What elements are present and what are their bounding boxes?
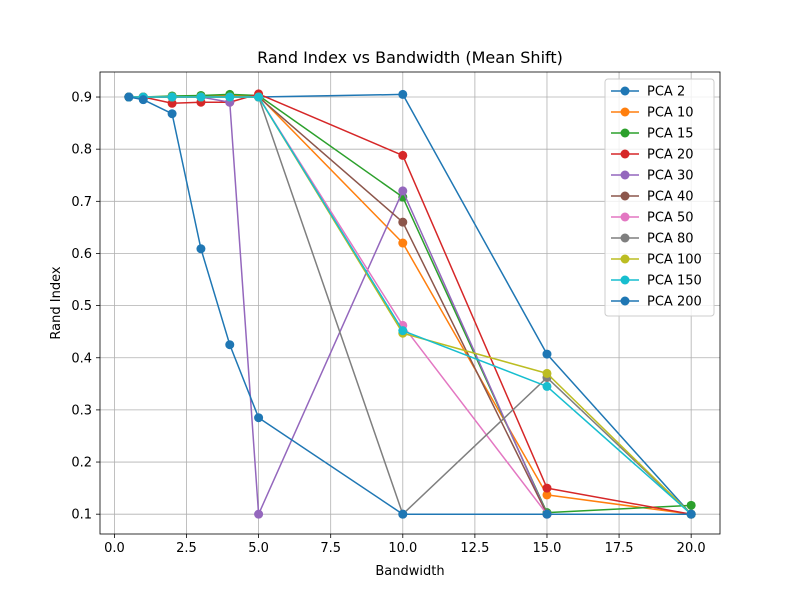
data-point (196, 92, 206, 102)
y-tick-label: 0.5 (71, 299, 92, 314)
y-tick-label: 0.6 (71, 247, 92, 262)
legend-label: PCA 50 (647, 211, 693, 226)
legend-item: PCA 100 (611, 253, 702, 268)
y-axis: 0.1 0.2 0.3 0.4 0.5 0.6 0.7 0.8 0.9 (71, 91, 100, 523)
x-axis: 0.0 2.5 5.0 7.5 10.0 12.5 15.0 17.5 20.0 (104, 534, 706, 556)
data-point (225, 340, 235, 350)
x-tick-label: 5.0 (248, 541, 269, 556)
x-tick-label: 10.0 (388, 541, 417, 556)
data-point (124, 92, 134, 102)
data-point (398, 238, 408, 248)
y-tick-label: 0.8 (71, 143, 92, 158)
y-tick-label: 0.7 (71, 195, 92, 210)
data-point (686, 509, 696, 519)
legend-swatch-marker (620, 170, 630, 180)
legend-item: PCA 50 (611, 211, 693, 226)
legend-swatch-marker (620, 212, 630, 222)
data-point (254, 413, 264, 423)
legend-label: PCA 200 (647, 295, 702, 310)
data-point (542, 490, 552, 500)
data-point (542, 368, 552, 378)
legend-item: PCA 80 (611, 232, 693, 247)
data-point (542, 509, 552, 519)
chart-title: Rand Index vs Bandwidth (Mean Shift) (257, 48, 563, 67)
legend-label: PCA 15 (647, 127, 693, 142)
y-tick-label: 0.2 (71, 456, 92, 471)
data-point (225, 92, 235, 102)
legend-item: PCA 15 (611, 127, 693, 142)
x-tick-label: 7.5 (320, 541, 341, 556)
data-point (398, 326, 408, 336)
data-point (167, 98, 177, 108)
legend-swatch-marker (620, 86, 630, 96)
x-tick-label: 20.0 (677, 541, 706, 556)
legend-item: PCA 200 (611, 295, 702, 310)
data-point (398, 89, 408, 99)
legend-label: PCA 20 (647, 148, 693, 163)
data-point (686, 500, 696, 510)
x-tick-label: 17.5 (605, 541, 634, 556)
legend-item: PCA 40 (611, 190, 693, 205)
legend-item: PCA 20 (611, 148, 693, 163)
legend-item: PCA 150 (611, 274, 702, 289)
legend-swatch-marker (620, 191, 630, 201)
data-point (398, 217, 408, 227)
legend-item: PCA 2 (611, 85, 685, 100)
data-point (167, 109, 177, 119)
y-tick-label: 0.9 (71, 91, 92, 106)
legend-box (604, 78, 715, 317)
x-tick-label: 15.0 (533, 541, 562, 556)
legend-swatch-marker (620, 107, 630, 117)
series-layer (124, 89, 696, 519)
data-point (398, 186, 408, 196)
data-point (138, 95, 148, 105)
plot-frame (99, 71, 721, 535)
data-point (196, 244, 206, 254)
x-tick-label: 12.5 (460, 541, 489, 556)
y-axis-title: Rand Index (49, 266, 64, 339)
legend: PCA 2 PCA 10 PCA 15 PCA 20 PCA 30 PCA 40 PCA 5… (604, 78, 715, 317)
series-pca-200 (124, 92, 696, 519)
data-point (254, 92, 264, 102)
legend-swatch-marker (620, 296, 630, 306)
legend-label: PCA 40 (647, 190, 693, 205)
x-tick-label: 2.5 (176, 541, 197, 556)
x-axis-title: Bandwidth (375, 564, 444, 579)
data-point (398, 509, 408, 519)
y-tick-label: 0.1 (71, 508, 92, 523)
data-point (398, 150, 408, 160)
legend-label: PCA 150 (647, 274, 702, 289)
y-tick-label: 0.4 (71, 351, 92, 366)
data-point (542, 349, 552, 359)
legend-item: PCA 30 (611, 169, 693, 184)
data-point (254, 509, 264, 519)
legend-swatch-marker (620, 233, 630, 243)
data-point (542, 483, 552, 493)
legend-label: PCA 80 (647, 232, 693, 247)
data-point (167, 92, 177, 102)
legend-label: PCA 10 (647, 106, 693, 121)
data-point (542, 381, 552, 391)
y-tick-label: 0.3 (71, 403, 92, 418)
x-tick-label: 0.0 (104, 541, 125, 556)
legend-item: PCA 10 (611, 106, 693, 121)
legend-swatch-marker (620, 128, 630, 138)
legend-label: PCA 100 (647, 253, 702, 268)
legend-swatch-marker (620, 254, 630, 264)
legend-label: PCA 2 (647, 85, 685, 100)
legend-swatch-marker (620, 149, 630, 159)
legend-label: PCA 30 (647, 169, 693, 184)
legend-swatch-marker (620, 275, 630, 285)
